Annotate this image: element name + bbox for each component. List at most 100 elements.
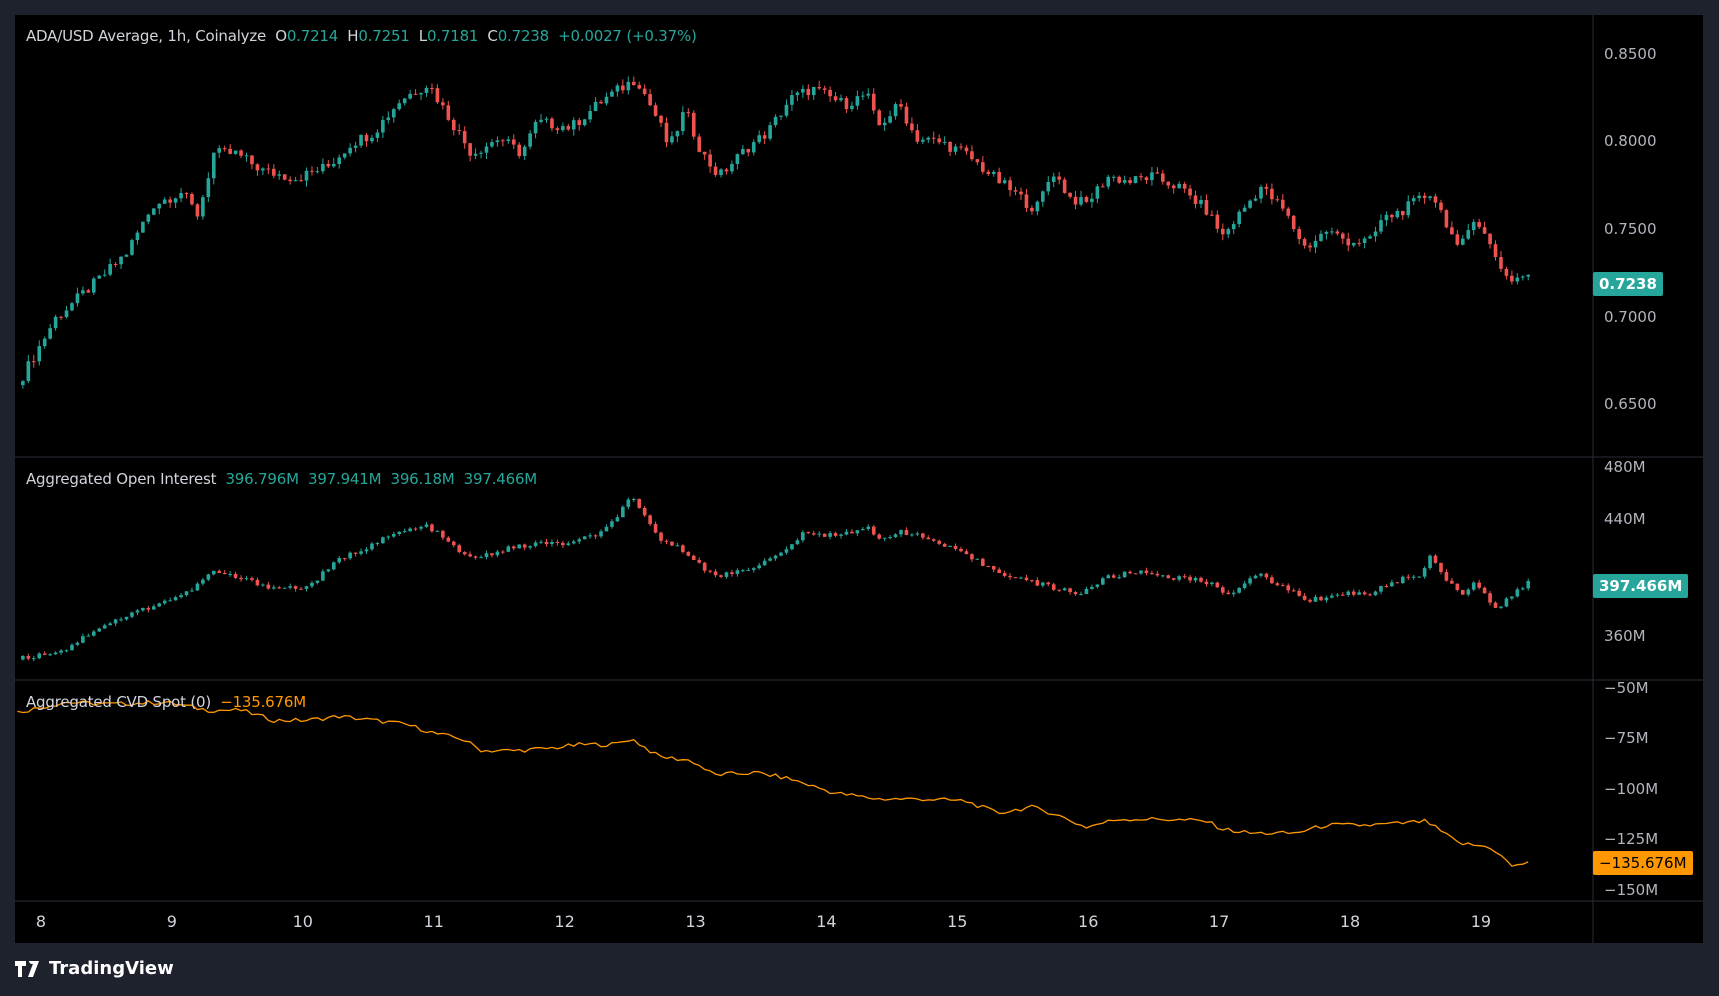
oi-title[interactable]: Aggregated Open Interest <box>26 470 217 488</box>
candle-body <box>32 658 36 660</box>
candle-body <box>604 526 609 532</box>
candle-body <box>64 310 69 318</box>
change-value: +0.0027 (+0.37%) <box>558 27 697 45</box>
candle-body <box>386 117 391 121</box>
candle-body <box>1400 210 1405 216</box>
candle-body <box>1210 214 1214 216</box>
candle-body <box>637 85 642 89</box>
cvd-line-group <box>17 700 1529 867</box>
candle-body <box>1275 199 1280 201</box>
candle-body <box>113 263 118 265</box>
candle-body <box>1101 186 1105 188</box>
candle-body <box>517 144 522 157</box>
candle-body <box>926 537 931 540</box>
candle-body <box>408 93 412 99</box>
candle-body <box>637 498 642 508</box>
candle-body <box>130 612 134 617</box>
x-tick-label: 11 <box>423 912 444 931</box>
candle-body <box>1008 180 1012 191</box>
candle-body <box>1079 197 1083 205</box>
candle-body <box>359 551 363 554</box>
candle-body <box>321 163 325 172</box>
cvd-title[interactable]: Aggregated CVD Spot (0) <box>26 693 212 711</box>
candle-body <box>828 533 832 537</box>
candle-body <box>1488 233 1492 245</box>
candle-body <box>975 159 980 163</box>
candle-body <box>326 163 331 167</box>
candle-body <box>937 138 941 143</box>
candle-body <box>1171 185 1176 189</box>
candle-body <box>457 130 462 132</box>
candle-body <box>642 88 647 95</box>
candle-body <box>904 530 909 535</box>
candle-body <box>1417 576 1421 578</box>
candle-body <box>1226 229 1231 235</box>
candle-body <box>571 120 576 130</box>
candle-body <box>855 530 860 534</box>
candle-body <box>588 111 592 120</box>
candle-body <box>21 656 25 660</box>
candle-body <box>1291 215 1296 230</box>
candle-body <box>691 112 696 137</box>
candle-body <box>397 103 402 110</box>
candle-body <box>1161 173 1165 182</box>
candle-body <box>986 565 991 567</box>
x-tick-label: 9 <box>166 912 177 931</box>
candle-body <box>991 171 996 174</box>
candle-body <box>1051 176 1056 182</box>
candle-body <box>1499 257 1503 269</box>
candle-body <box>162 600 167 604</box>
candle-body <box>539 541 543 543</box>
candle-body <box>108 263 112 275</box>
candle-body <box>1024 577 1029 581</box>
candle-body <box>795 540 800 545</box>
candle-body <box>255 164 260 171</box>
x-tick-label: 12 <box>554 912 575 931</box>
candle-body <box>762 135 767 139</box>
candle-body <box>1406 576 1411 578</box>
candle-body <box>702 562 707 571</box>
candle-body <box>1406 201 1411 216</box>
symbol-title[interactable]: ADA/USD Average, 1h, Coinalyze <box>26 27 267 45</box>
oi-close: 397.466M <box>463 470 538 488</box>
candle-body <box>784 549 789 553</box>
candle-body <box>621 85 625 91</box>
candle-body <box>806 88 811 96</box>
candle-body <box>1231 224 1236 230</box>
tradingview-logo[interactable]: TradingView <box>15 958 174 979</box>
candle-body <box>304 170 309 181</box>
candle-body <box>844 98 849 110</box>
candle-body <box>664 122 669 143</box>
candle-body <box>1221 228 1225 235</box>
candle-body <box>1095 584 1100 587</box>
candle-body <box>790 544 794 550</box>
candle-body <box>582 536 587 540</box>
candle-body <box>735 570 740 575</box>
candle-body <box>157 203 162 209</box>
candle-body <box>1466 230 1471 239</box>
candle-body <box>539 119 543 122</box>
candle-body <box>555 542 560 544</box>
candle-body <box>1455 583 1460 590</box>
candle-body <box>1493 602 1498 608</box>
candle-body <box>664 540 669 542</box>
candle-body <box>555 128 560 131</box>
candle-body <box>1248 578 1252 584</box>
candle-body <box>26 361 31 382</box>
candle-body <box>1395 210 1400 218</box>
candle-body <box>266 168 271 170</box>
x-tick-label: 14 <box>816 912 837 931</box>
x-tick-label: 19 <box>1470 912 1492 931</box>
candle-body <box>151 208 156 215</box>
candle-body <box>631 81 636 86</box>
candle-body <box>550 118 554 129</box>
candle-body <box>228 573 232 575</box>
candle-body <box>473 153 478 156</box>
candle-body <box>102 274 107 276</box>
candle-body <box>566 543 571 546</box>
candle-body <box>402 531 407 533</box>
candle-body <box>1264 186 1269 189</box>
candle-body <box>1150 172 1154 181</box>
low-label: L <box>418 27 427 45</box>
